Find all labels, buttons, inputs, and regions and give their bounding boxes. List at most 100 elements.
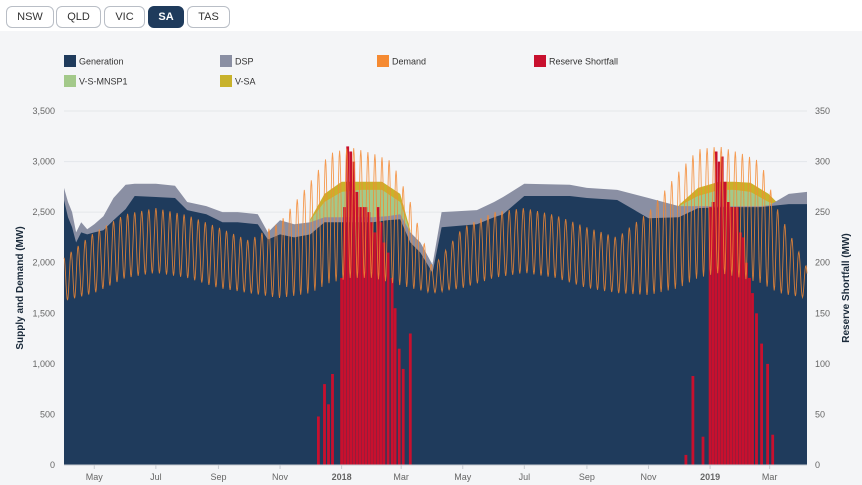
shortfall-bar	[745, 262, 748, 465]
shortfall-bar	[364, 207, 368, 465]
x-tick-label: Jul	[150, 472, 162, 482]
shortfall-bar	[711, 202, 715, 465]
x-tick-label: Nov	[272, 472, 289, 482]
legend-label-2: Demand	[392, 57, 426, 67]
legend-swatch-3	[534, 55, 546, 67]
shortfall-bar	[382, 242, 386, 465]
legend-swatch-1	[220, 55, 232, 67]
x-tick-label: May	[454, 472, 472, 482]
shortfall-bar	[701, 436, 705, 465]
shortfall-bar	[714, 151, 718, 465]
shortfall-bar	[331, 374, 334, 465]
shortfall-bar	[742, 237, 745, 465]
shortfall-bar	[393, 308, 397, 465]
shortfall-bar	[358, 207, 362, 465]
shortfall-bar	[340, 277, 343, 465]
shortfall-bar	[401, 368, 405, 465]
legend-swatch-2	[377, 55, 389, 67]
tab-sa[interactable]: SA	[148, 6, 184, 28]
x-tick-label: Mar	[393, 472, 409, 482]
x-tick-label: Mar	[762, 472, 778, 482]
shortfall-bar	[766, 363, 769, 465]
y2-tick-label: 200	[815, 258, 830, 268]
x-tick-label: 2018	[332, 472, 352, 482]
shortfall-bar	[370, 222, 374, 465]
legend-label-5: V-SA	[235, 77, 256, 87]
shortfall-bar	[390, 277, 394, 465]
shortfall-bar	[379, 222, 383, 465]
shortfall-bar	[386, 252, 390, 465]
y2-tick-label: 100	[815, 359, 830, 369]
tab-nsw[interactable]: NSW	[6, 6, 54, 28]
shortfall-bar	[376, 207, 380, 465]
shortfall-bar	[748, 277, 751, 465]
y2-tick-label: 300	[815, 157, 830, 167]
chart-legend: Generation DSP Demand Reserve Shortfall V-S-…	[64, 55, 618, 87]
shortfall-bar	[349, 151, 353, 465]
legend-label-3: Reserve Shortfall	[549, 57, 618, 67]
x-tick-label: Nov	[640, 472, 657, 482]
x-tick-label: Sep	[579, 472, 595, 482]
shortfall-bar	[373, 232, 377, 465]
x-tick-label: 2019	[700, 472, 720, 482]
y-tick-label: 1,000	[32, 359, 55, 369]
legend-label-0: Generation	[79, 57, 124, 67]
shortfall-bar	[352, 161, 356, 465]
legend-label-4: V-S-MNSP1	[79, 77, 128, 87]
shortfall-bar	[726, 202, 730, 465]
tab-vic[interactable]: VIC	[104, 6, 145, 28]
legend-swatch-4	[64, 75, 76, 87]
chart-plot-area	[63, 146, 808, 466]
shortfall-bar	[720, 156, 724, 465]
shortfall-bar	[691, 376, 695, 465]
shortfall-bar	[717, 161, 721, 465]
y-tick-label: 2,500	[32, 207, 55, 217]
y2-axis-title: Reserve Shortfall (MW)	[841, 233, 852, 342]
shortfall-bar	[735, 207, 739, 465]
shortfall-bar	[323, 384, 326, 465]
y-axis-title: Supply and Demand (MW)	[15, 226, 26, 349]
shortfall-bar	[367, 212, 371, 465]
shortfall-bar	[771, 434, 775, 465]
shortfall-bar	[729, 207, 733, 465]
shortfall-bar	[397, 348, 401, 465]
y2-tick-label: 150	[815, 308, 830, 318]
y-tick-label: 500	[40, 409, 55, 419]
shortfall-bar	[732, 207, 736, 465]
y-tick-label: 3,500	[32, 106, 55, 116]
shortfall-bar	[327, 404, 330, 465]
shortfall-bar	[346, 146, 350, 465]
x-tick-label: Jul	[519, 472, 531, 482]
demand-line	[63, 146, 808, 301]
chart-axes: 0 500 1,000 1,500 2,000 2,500 3,000 3,500 0 50 100…	[15, 106, 852, 482]
shortfall-bar	[708, 207, 712, 465]
shortfall-bar	[355, 191, 359, 465]
y2-tick-label: 350	[815, 106, 830, 116]
shortfall-bar	[751, 293, 754, 465]
shortfall-bar	[760, 343, 763, 465]
shortfall-bar	[317, 416, 320, 465]
shortfall-bar	[723, 181, 727, 466]
y-tick-label: 2,000	[32, 258, 55, 268]
shortfall-bar	[408, 333, 412, 465]
y-tick-label: 0	[50, 460, 55, 470]
shortfall-bar	[361, 207, 365, 465]
y2-tick-label: 50	[815, 409, 825, 419]
region-tab-bar: NSW QLD VIC SA TAS	[0, 0, 862, 31]
legend-swatch-5	[220, 75, 232, 87]
shortfall-bar	[755, 313, 758, 465]
x-tick-label: Sep	[210, 472, 226, 482]
tab-tas[interactable]: TAS	[187, 6, 230, 28]
legend-label-1: DSP	[235, 57, 254, 67]
shortfall-bar	[684, 454, 688, 465]
legend-swatch-0	[64, 55, 76, 67]
y2-tick-label: 250	[815, 207, 830, 217]
supply-demand-chart: Generation DSP Demand Reserve Shortfall V-S-…	[15, 55, 852, 482]
shortfall-bar	[739, 232, 742, 465]
x-tick-label: May	[86, 472, 104, 482]
y2-tick-label: 0	[815, 460, 820, 470]
y-tick-label: 3,000	[32, 157, 55, 167]
tab-qld[interactable]: QLD	[56, 6, 101, 28]
shortfall-bar	[343, 207, 346, 465]
y-tick-label: 1,500	[32, 308, 55, 318]
